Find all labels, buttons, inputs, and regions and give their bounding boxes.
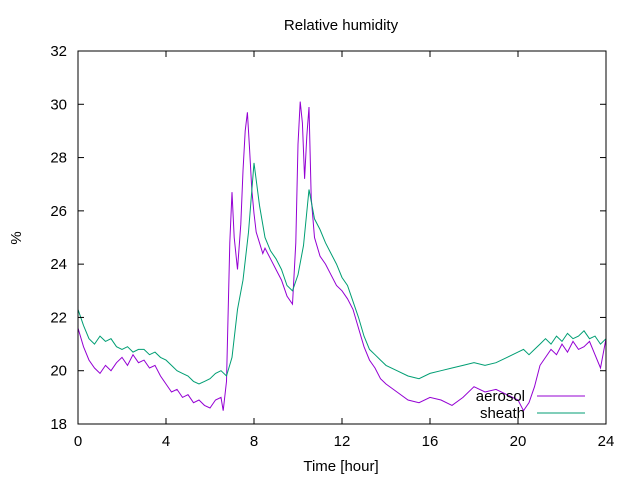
plot-lines bbox=[77, 101, 607, 412]
y-axis-label: % bbox=[8, 231, 25, 244]
y-tick-label: 32 bbox=[50, 43, 67, 60]
chart-title: Relative humidity bbox=[284, 17, 399, 34]
x-tick-label: 12 bbox=[334, 433, 351, 450]
x-tick-label: 8 bbox=[250, 433, 258, 450]
x-tick-label: 20 bbox=[510, 433, 527, 450]
legend-label-sheath: sheath bbox=[480, 405, 525, 422]
series-line-sheath bbox=[77, 162, 607, 385]
x-axis: 0 4 8 12 16 20 24 bbox=[74, 51, 615, 450]
y-axis: 18 20 22 24 26 28 30 32 bbox=[50, 43, 606, 433]
x-tick-label: 4 bbox=[162, 433, 170, 450]
legend: aerosol sheath bbox=[476, 388, 585, 422]
y-tick-label: 24 bbox=[50, 256, 67, 273]
y-tick-label: 22 bbox=[50, 309, 67, 326]
x-tick-label: 24 bbox=[598, 433, 615, 450]
y-tick-label: 20 bbox=[50, 363, 67, 380]
series-line-aerosol bbox=[77, 101, 607, 412]
y-tick-label: 28 bbox=[50, 150, 67, 167]
y-tick-label: 18 bbox=[50, 416, 67, 433]
x-tick-label: 0 bbox=[74, 433, 82, 450]
y-tick-label: 26 bbox=[50, 203, 67, 220]
legend-label-aerosol: aerosol bbox=[476, 388, 525, 405]
y-tick-label: 30 bbox=[50, 96, 67, 113]
x-tick-label: 16 bbox=[422, 433, 439, 450]
x-axis-label: Time [hour] bbox=[303, 458, 378, 475]
